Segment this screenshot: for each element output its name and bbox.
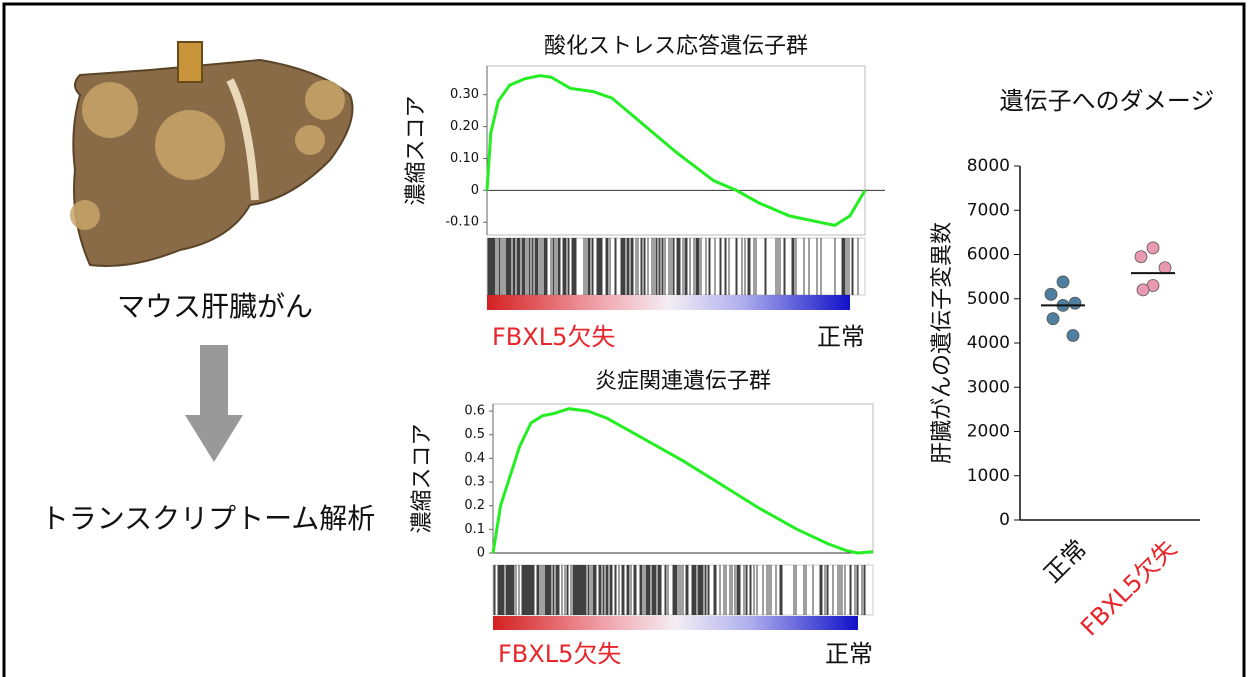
enrichment-line xyxy=(491,407,874,555)
data-point xyxy=(1134,250,1148,264)
barcode xyxy=(492,564,874,616)
x-tick-label: FBXL5欠失 xyxy=(1075,534,1182,641)
chart-title: 炎症関連遺伝子群 xyxy=(595,369,771,394)
x-end-label: 正常 xyxy=(817,323,865,351)
y-tick-label: 3000 xyxy=(967,377,1010,397)
chart-title: 遺伝子へのダメージ xyxy=(1000,87,1215,115)
rank-gradient xyxy=(487,295,850,310)
liver-illustration xyxy=(70,41,354,267)
rank-gradient xyxy=(493,616,858,630)
y-tick-label: -0.10 xyxy=(445,215,479,230)
y-tick-label: 7000 xyxy=(967,200,1010,220)
y-tick-label: 1000 xyxy=(967,466,1010,486)
y-axis-label: 肝臓がんの遺伝子変異数 xyxy=(930,222,955,464)
data-point xyxy=(1056,275,1070,289)
y-tick-label: 0.6 xyxy=(464,404,485,419)
plot-frame xyxy=(492,403,874,554)
data-point xyxy=(1158,261,1172,275)
y-tick-label: 0 xyxy=(471,183,479,198)
panel-label: マウス肝臓がん xyxy=(117,290,313,323)
y-tick-label: 0.20 xyxy=(450,119,479,134)
data-point xyxy=(1044,287,1058,301)
data-point xyxy=(1068,296,1082,310)
y-tick-label: 0 xyxy=(477,546,485,561)
y-tick-label: 0.4 xyxy=(464,451,485,466)
y-tick-label: 0.3 xyxy=(464,475,485,490)
enrichment-line xyxy=(485,74,867,227)
panel-label: トランスクリプトーム解析 xyxy=(41,502,376,535)
y-tick-label: 0 xyxy=(999,510,1010,530)
y-tick-label: 0.2 xyxy=(464,498,485,513)
barcode xyxy=(486,237,866,296)
x-end-label: FBXL5欠失 xyxy=(498,640,621,668)
y-axis-label: 濃縮スコア xyxy=(404,95,429,205)
y-tick-label: 2000 xyxy=(967,422,1010,442)
arrow xyxy=(185,345,243,462)
data-point xyxy=(1046,312,1060,326)
y-tick-label: 0.1 xyxy=(464,522,485,537)
x-end-label: 正常 xyxy=(825,640,873,668)
y-tick-label: 0.30 xyxy=(450,87,479,102)
y-tick-label: 5000 xyxy=(967,289,1010,309)
y-tick-label: 8000 xyxy=(967,156,1010,176)
x-end-label: FBXL5欠失 xyxy=(492,323,615,351)
y-tick-label: 6000 xyxy=(967,245,1010,265)
y-tick-label: 0.10 xyxy=(450,151,479,166)
chart-title: 酸化ストレス応答遺伝子群 xyxy=(544,34,808,59)
data-point xyxy=(1066,329,1080,342)
y-tick-label: 4000 xyxy=(967,333,1010,353)
y-axis-label: 濃縮スコア xyxy=(410,423,435,533)
data-point xyxy=(1146,241,1160,255)
x-tick-label: 正常 xyxy=(1038,534,1092,588)
data-point xyxy=(1136,283,1150,297)
y-tick-label: 0.5 xyxy=(464,427,485,442)
